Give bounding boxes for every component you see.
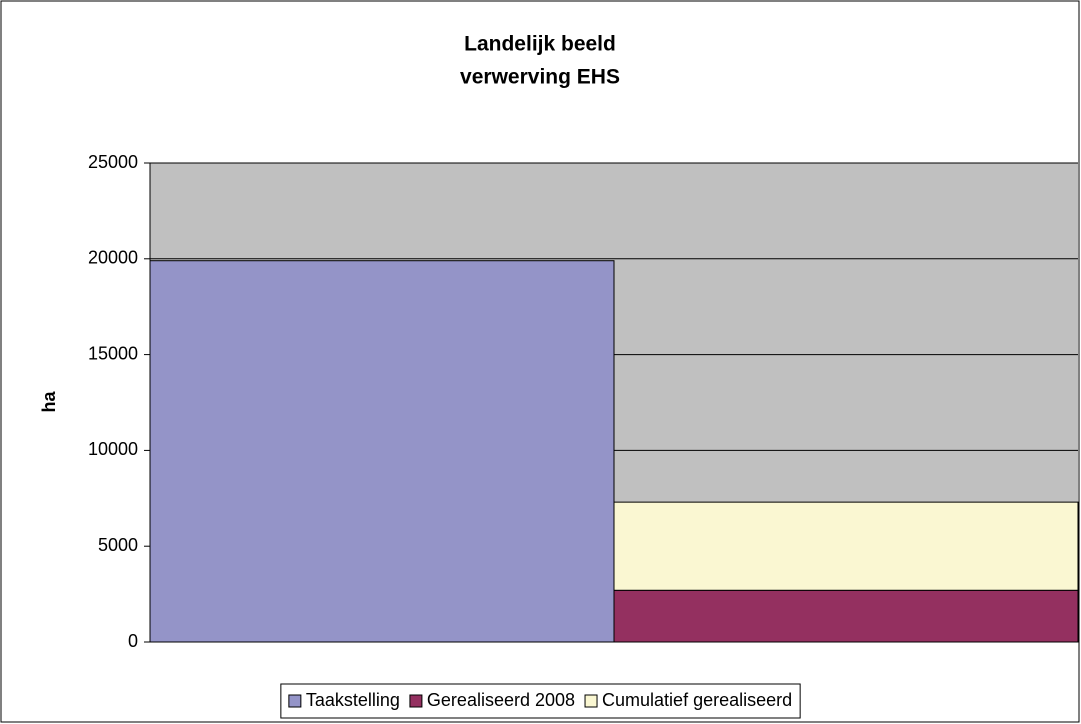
legend-box [280,683,801,719]
y-tick-label: 0 [128,631,138,651]
legend-label: Gerealiseerd 2008 [427,690,575,710]
y-tick-label: 20000 [88,248,138,268]
bar-segment [613,501,1079,591]
y-axis-label: ha [39,391,59,413]
legend-label: Cumulatief gerealiseerd [602,690,792,710]
legend-swatch [409,694,423,708]
y-tick-label: 5000 [98,535,138,555]
legend-label: Taakstelling [306,690,400,710]
chart-title: Landelijk beeld [464,33,616,56]
chart-title: verwerving EHS [460,66,620,89]
bar-segment [149,260,615,643]
legend: Taakstelling Gerealiseerd 2008 Cumulatief … [280,683,801,719]
legend-swatch [584,694,598,708]
y-tick-label: 15000 [88,343,138,363]
y-tick-label: 10000 [88,439,138,459]
legend-swatch [288,694,302,708]
y-tick-label: 25000 [88,152,138,172]
bar-segment [613,589,1079,643]
